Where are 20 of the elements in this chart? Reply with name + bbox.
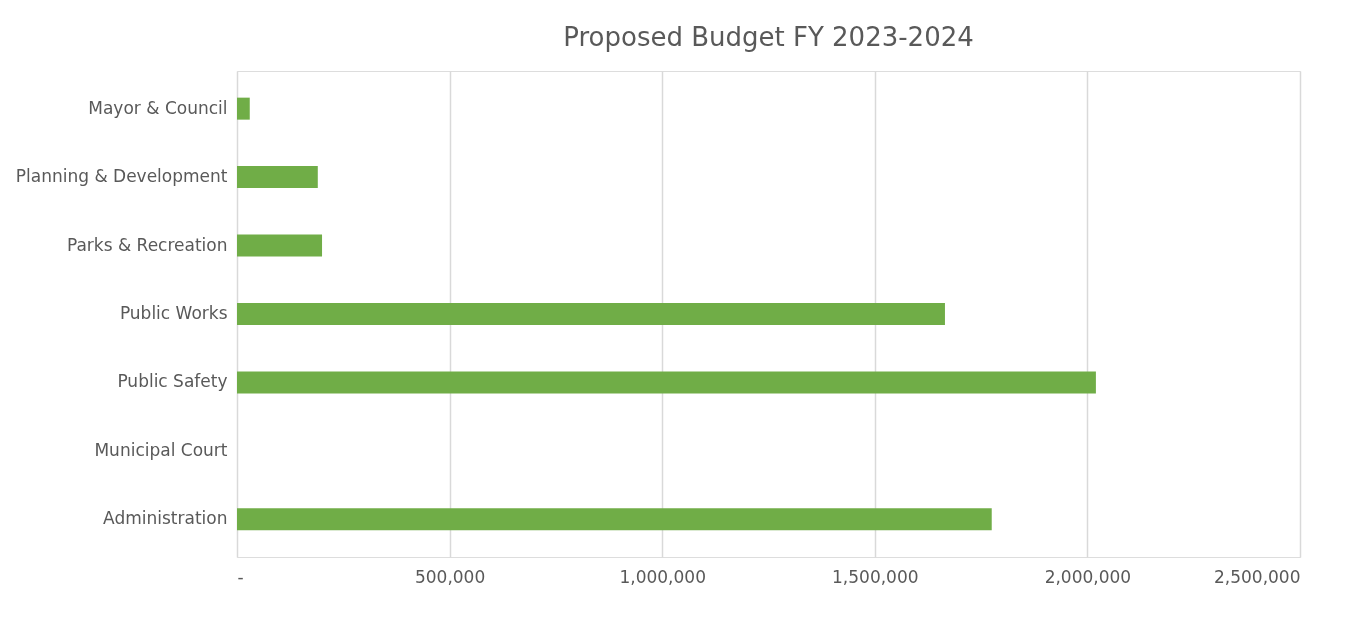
x-tick-label: 2,500,000: [1213, 566, 1301, 587]
y-tick-label: Mayor & Council: [88, 97, 228, 118]
bar: [237, 508, 992, 531]
x-tick-label: -: [237, 566, 244, 587]
y-tick-label: Public Safety: [117, 371, 228, 392]
y-tick-label: Municipal Court: [94, 439, 228, 460]
bar: [237, 371, 1096, 394]
x-tick-label: 1,000,000: [619, 566, 706, 587]
y-tick-label: Planning & Development: [15, 166, 228, 187]
bar: [237, 166, 318, 189]
bar: [237, 97, 250, 120]
x-tick-label: 1,500,000: [832, 566, 919, 587]
y-tick-label: Administration: [103, 508, 228, 529]
y-tick-label: Parks & Recreation: [66, 234, 228, 255]
bar: [237, 303, 945, 325]
x-tick-label: 2,000,000: [1044, 566, 1132, 587]
chart-title: Proposed Budget FY 2023-2024: [563, 22, 974, 52]
y-tick-label: Public Works: [119, 303, 228, 323]
x-tick-label: 500,000: [414, 566, 486, 587]
bar: [237, 234, 323, 257]
